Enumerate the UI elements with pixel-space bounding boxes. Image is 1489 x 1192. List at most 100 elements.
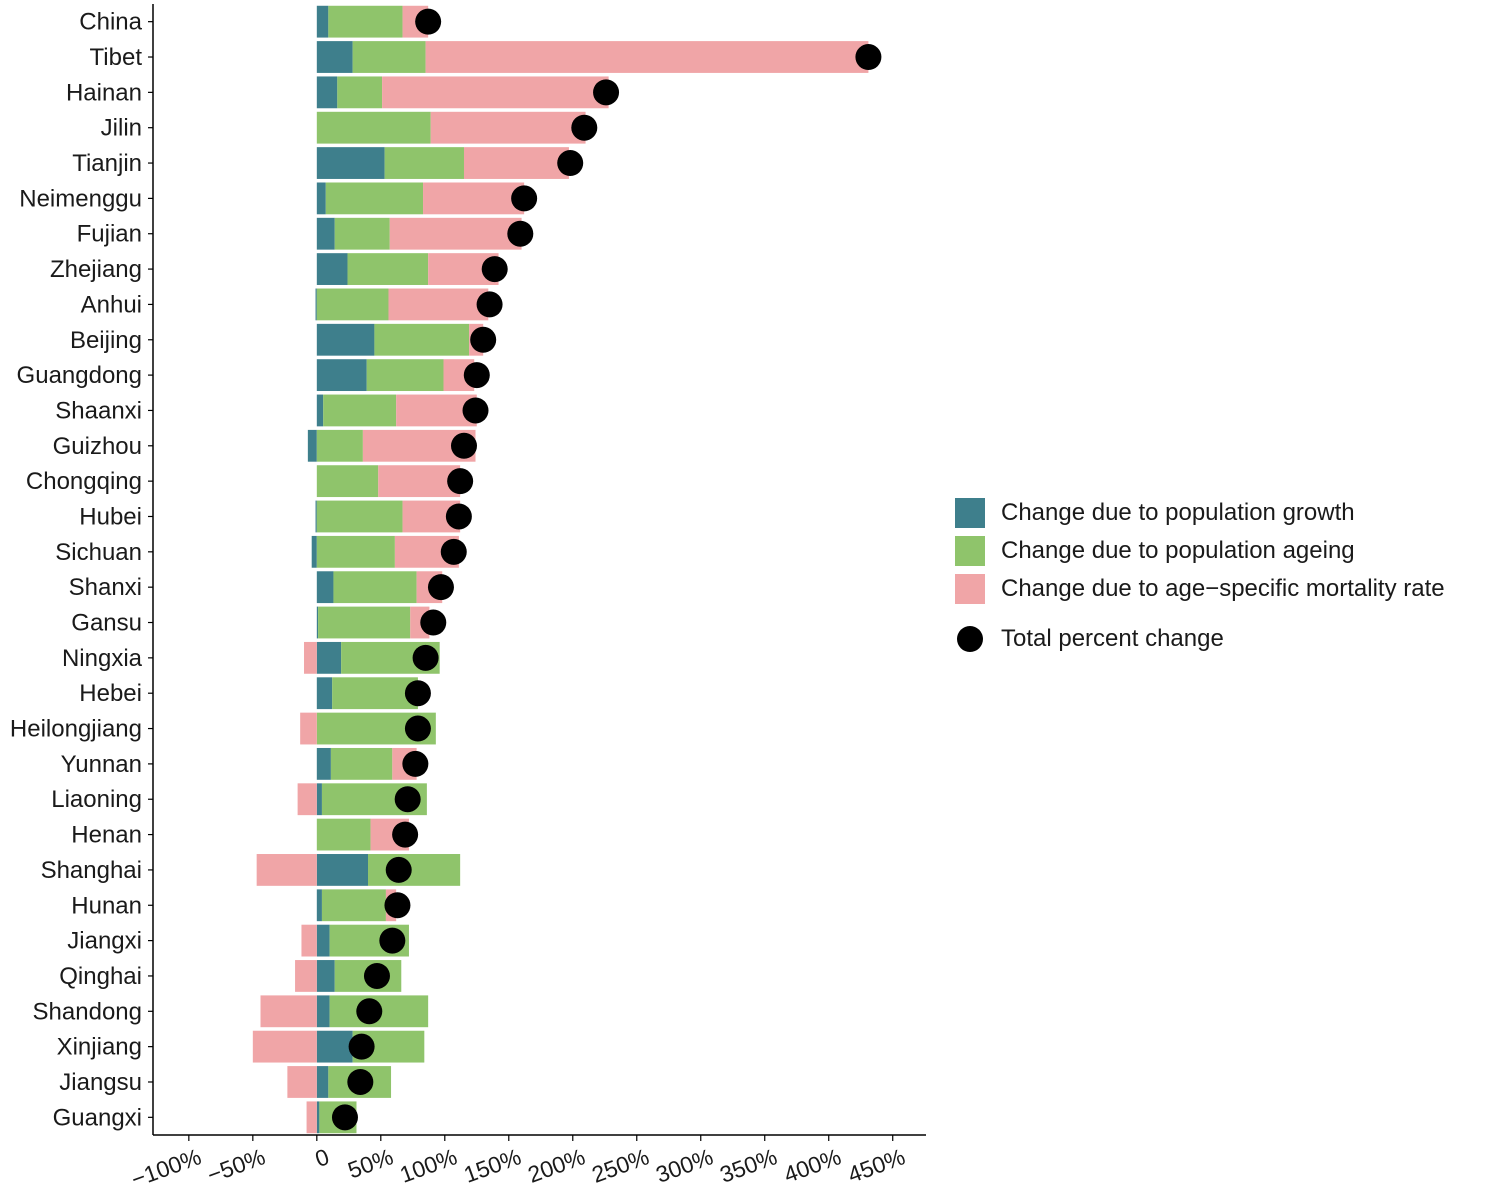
category-label-chongqing: Chongqing	[26, 468, 142, 495]
legend-dot-total	[957, 626, 983, 652]
category-label-ningxia: Ningxia	[62, 645, 143, 672]
legend-label-mortality: Change due to age−specific mortality rat…	[1001, 575, 1445, 602]
bar-ageing-zhejiang	[347, 253, 429, 285]
axes	[152, 4, 926, 1136]
bar-ageing-shanghai	[368, 854, 461, 886]
bar-growth-beijing	[316, 323, 375, 356]
dot-total-jiangxi	[379, 927, 406, 954]
dot-total-xinjiang	[348, 1033, 375, 1060]
bar-growth-hunan	[316, 889, 322, 922]
bar-growth-tianjin	[316, 147, 385, 179]
dot-total-guangxi	[331, 1104, 358, 1131]
dot-total-anhui	[476, 291, 503, 318]
category-label-guangxi: Guangxi	[53, 1104, 142, 1131]
x-tick-label-6: 200%	[524, 1143, 588, 1188]
category-label-hunan: Hunan	[71, 892, 142, 919]
bar-growth-jiangxi	[316, 924, 330, 957]
dot-total-jilin	[571, 114, 598, 141]
bar-growth-ningxia	[316, 641, 342, 674]
dot-total-henan	[392, 821, 419, 848]
bar-ageing-henan	[316, 818, 371, 851]
bar-ageing-chongqing	[316, 465, 379, 498]
bar-mortality-tibet	[425, 41, 869, 73]
category-label-hebei: Hebei	[79, 680, 142, 707]
bar-growth-shanghai	[316, 854, 369, 886]
bar-ageing-guangdong	[366, 359, 444, 392]
bar-growth-shaanxi	[316, 394, 324, 427]
bar-growth-yunnan	[316, 747, 331, 780]
bar-mortality-chongqing	[378, 465, 461, 498]
category-label-yunnan: Yunnan	[61, 751, 142, 778]
bar-growth-qinghai	[316, 960, 335, 992]
legend-swatch-mortality	[955, 574, 985, 604]
bar-ageing-tibet	[352, 41, 426, 73]
category-label-jiangsu: Jiangsu	[59, 1069, 142, 1096]
bar-ageing-beijing	[374, 323, 470, 356]
category-label-guizhou: Guizhou	[53, 433, 142, 460]
dot-total-shandong	[356, 998, 383, 1025]
bar-ageing-guizhou	[316, 429, 363, 462]
bar-mortality-jilin	[430, 111, 586, 144]
x-tick-label-7: 250%	[588, 1143, 652, 1188]
bar-mortality-shandong	[260, 995, 317, 1028]
bar-growth-liaoning	[316, 783, 322, 816]
category-label-liaoning: Liaoning	[51, 786, 142, 813]
category-label-hubei: Hubei	[79, 503, 142, 530]
dot-total-fujian	[507, 220, 534, 247]
category-label-tianjin: Tianjin	[72, 150, 142, 177]
bar-mortality-shanghai	[256, 854, 317, 886]
category-label-fujian: Fujian	[77, 221, 142, 248]
bar-growth-neimenggu	[316, 182, 326, 215]
category-label-hainan: Hainan	[66, 79, 142, 106]
bar-ageing-hebei	[332, 677, 418, 710]
bar-ageing-shaanxi	[323, 394, 397, 427]
category-label-guangdong: Guangdong	[17, 362, 142, 389]
dot-total-hubei	[445, 503, 472, 530]
category-label-heilongjiang: Heilongjiang	[10, 716, 142, 743]
category-label-anhui: Anhui	[81, 291, 142, 318]
bar-ageing-yunnan	[330, 747, 393, 780]
x-tick-label-4: 100%	[396, 1143, 460, 1188]
bar-growth-shanxi	[316, 571, 334, 604]
bar-ageing-china	[328, 5, 403, 38]
dot-total-ningxia	[412, 644, 439, 671]
bar-growth-hebei	[316, 677, 333, 710]
bar-mortality-qinghai	[295, 960, 317, 992]
x-tick-label-5: 150%	[460, 1143, 524, 1188]
dot-total-neimenggu	[511, 185, 538, 212]
bar-mortality-xinjiang	[252, 1030, 317, 1063]
bar-ageing-jilin	[316, 111, 431, 144]
bar-ageing-neimenggu	[325, 182, 424, 215]
bar-mortality-tianjin	[463, 147, 569, 179]
category-label-china: China	[79, 9, 142, 36]
legend-swatch-ageing	[955, 536, 985, 566]
dot-total-heilongjiang	[404, 715, 431, 742]
category-label-gansu: Gansu	[71, 610, 142, 637]
dot-total-tianjin	[557, 150, 584, 177]
x-tick-label-8: 300%	[652, 1143, 716, 1188]
dot-total-guangdong	[463, 362, 490, 389]
dot-layer	[331, 8, 882, 1131]
dot-total-chongqing	[447, 468, 474, 495]
dot-total-shanghai	[385, 856, 412, 883]
legend-swatch-growth	[955, 498, 985, 528]
dot-total-hebei	[404, 680, 431, 707]
x-tick-label-2: 0	[312, 1143, 333, 1172]
bar-growth-gansu	[316, 606, 319, 639]
bar-ageing-tianjin	[384, 147, 464, 179]
bar-growth-anhui	[315, 288, 317, 321]
legend-item-total: Total percent change	[955, 620, 1445, 658]
x-tick-label-10: 400%	[780, 1143, 844, 1188]
category-label-neimenggu: Neimenggu	[19, 185, 142, 212]
legend-label-growth: Change due to population growth	[1001, 499, 1355, 526]
x-tick-label-1: −50%	[204, 1143, 269, 1188]
category-label-zhejiang: Zhejiang	[50, 256, 142, 283]
x-tick-labels: −100% −50% 0 50% 100% 150% 200% 250% 300% 350% 400…	[128, 1135, 908, 1192]
bar-ageing-sichuan	[316, 535, 395, 568]
legend-label-ageing: Change due to population ageing	[1001, 537, 1355, 564]
dot-total-zhejiang	[481, 256, 508, 283]
bar-growth-sichuan	[311, 535, 317, 568]
legend: Change due to population growth Change d…	[955, 494, 1445, 658]
bar-mortality-ningxia	[304, 641, 317, 674]
bar-growth-fujian	[316, 217, 335, 250]
